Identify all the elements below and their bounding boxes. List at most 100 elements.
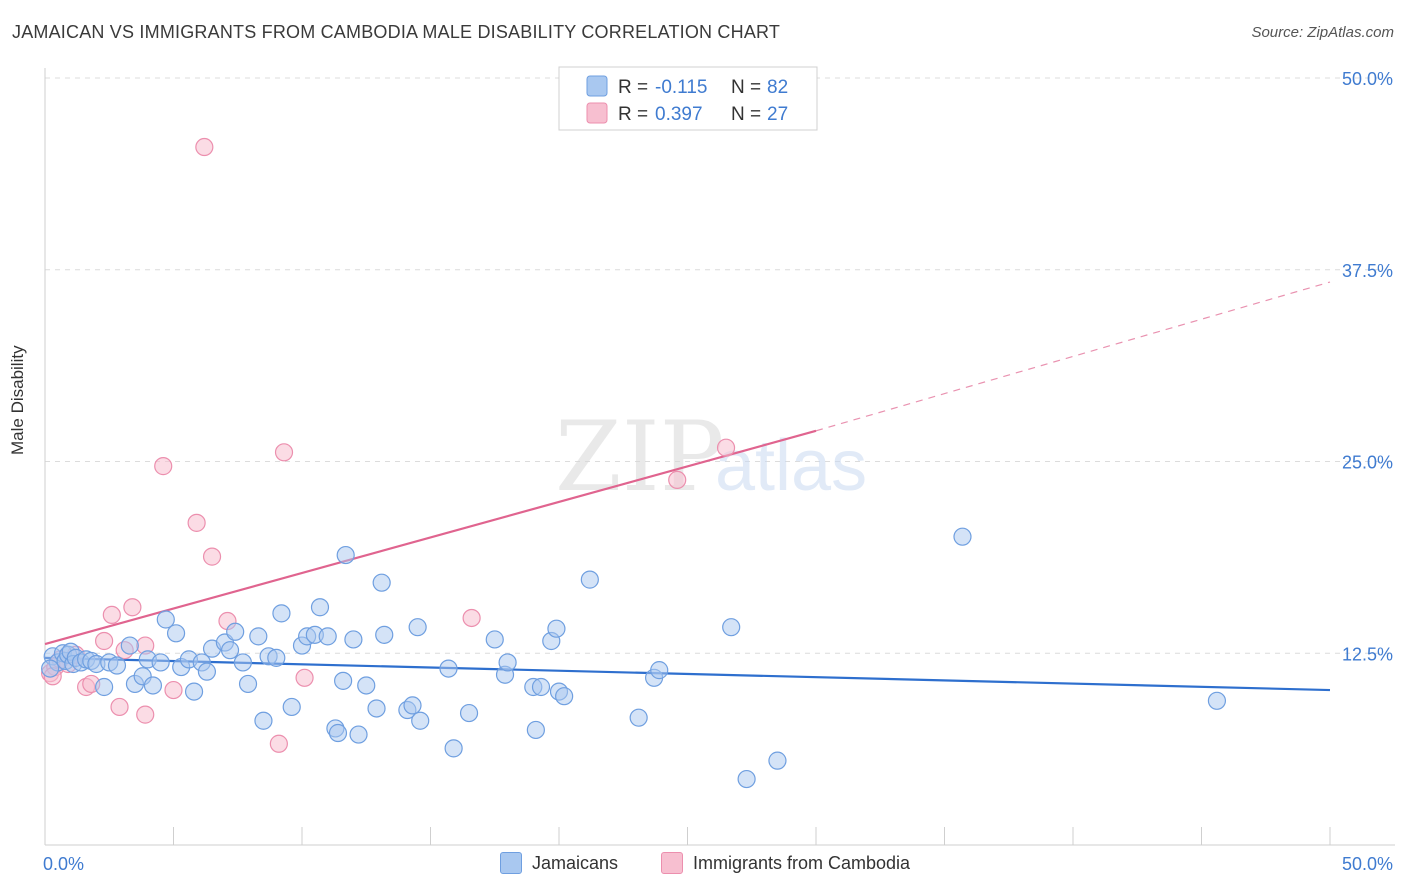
point-jamaican (318, 627, 337, 646)
point-jamaican (334, 671, 353, 690)
legend-label-jamaicans: Jamaicans (532, 852, 619, 873)
point-jamaican (459, 703, 479, 723)
point-jamaican (1207, 691, 1227, 710)
trend-lines (44, 281, 1331, 692)
point-cambodia (202, 547, 222, 566)
point-jamaican (107, 656, 127, 675)
point-jamaican (498, 653, 517, 672)
point-cambodia (110, 697, 129, 717)
point-jamaican (408, 618, 427, 637)
point-cambodia (154, 457, 173, 476)
point-jamaican (282, 697, 301, 717)
point-jamaican (547, 619, 566, 638)
y-tick-label-1: 25.0% (1342, 453, 1393, 473)
x-tick-label-0: 0.0% (43, 854, 84, 874)
point-jamaican (267, 648, 286, 667)
point-jamaican (238, 674, 258, 694)
legend-r-label-2: R = (618, 104, 648, 125)
point-jamaican (226, 622, 245, 641)
legend-n-value-1: 82 (767, 77, 788, 98)
legend-item-jamaicans: Jamaicans (500, 852, 618, 874)
point-jamaican (375, 625, 394, 644)
legend-n-label-2: N = (731, 104, 761, 125)
legend-swatch-jamaicans (586, 75, 608, 97)
point-cambodia (187, 513, 206, 532)
tick-labels: 12.5% 25.0% 37.5% 50.0% 0.0% 50.0% (43, 69, 1393, 874)
point-jamaican (143, 676, 163, 695)
y-tick-label-0: 12.5% (1342, 644, 1393, 664)
legend-swatch-cambodia (586, 102, 608, 124)
x-tick-label-1: 50.0% (1342, 854, 1393, 874)
point-jamaican (184, 682, 204, 701)
point-jamaican (444, 739, 463, 758)
point-jamaican (357, 676, 376, 695)
point-jamaican (233, 653, 252, 672)
point-jamaican (220, 641, 240, 660)
point-jamaican (156, 610, 175, 629)
legend-top: R = -0.115 N = 82 R = 0.397 N = 27 (558, 66, 818, 131)
trend-line-jamaicans (44, 656, 1331, 692)
point-jamaican (953, 527, 972, 546)
point-jamaican (344, 630, 363, 649)
point-jamaican (403, 696, 422, 715)
point-jamaican (650, 661, 669, 680)
source-label: Source: ZipAtlas.com (1251, 24, 1394, 41)
point-jamaican (629, 708, 648, 727)
legend-r-value-2: 0.397 (655, 104, 703, 125)
point-jamaican (120, 636, 139, 655)
point-jamaican (737, 769, 756, 789)
point-cambodia (716, 438, 736, 457)
point-cambodia (164, 680, 183, 700)
point-jamaican (151, 653, 170, 672)
point-jamaican (249, 627, 268, 646)
point-cambodia (462, 608, 481, 628)
legend-swatch-pink (661, 852, 683, 874)
point-jamaican (580, 570, 599, 589)
jamaican-points (41, 527, 1227, 789)
point-cambodia (95, 631, 114, 651)
point-jamaican (95, 677, 114, 697)
point-cambodia (102, 605, 121, 625)
chart-title: JAMAICAN VS IMMIGRANTS FROM CAMBODIA MAL… (12, 22, 781, 42)
legend-item-cambodia: Immigrants from Cambodia (661, 852, 910, 874)
y-tick-label-2: 37.5% (1342, 261, 1393, 281)
point-jamaican (367, 699, 386, 718)
point-jamaican (272, 604, 291, 623)
point-jamaican (439, 659, 458, 678)
point-jamaican (722, 618, 741, 637)
point-cambodia (269, 734, 288, 753)
point-jamaican (349, 725, 368, 744)
point-jamaican (254, 711, 273, 730)
point-jamaican (555, 687, 574, 706)
point-cambodia (123, 598, 142, 617)
watermark: ZIP atlas (555, 401, 867, 513)
legend-bottom: Jamaicans Immigrants from Cambodia (0, 852, 1406, 878)
point-jamaican (336, 545, 355, 565)
point-cambodia (274, 443, 294, 462)
legend-swatch-blue (500, 852, 522, 874)
legend-label-cambodia: Immigrants from Cambodia (693, 852, 911, 873)
point-cambodia (195, 137, 214, 157)
trend-line-cambodia-extrapolated (815, 281, 1331, 432)
legend-n-value-2: 27 (767, 104, 788, 125)
point-cambodia (668, 470, 687, 490)
point-jamaican (372, 573, 391, 592)
legend-r-label-1: R = (618, 77, 648, 98)
point-jamaican (526, 720, 545, 740)
point-jamaican (328, 723, 348, 743)
point-jamaican (41, 659, 60, 678)
point-jamaican (485, 630, 504, 649)
legend-r-value-1: -0.115 (655, 77, 707, 98)
grid-lines (45, 77, 1395, 654)
point-jamaican (768, 751, 787, 770)
legend-n-label-1: N = (731, 77, 761, 98)
point-jamaican (531, 677, 551, 697)
point-cambodia (136, 705, 155, 724)
point-jamaican (197, 662, 217, 681)
y-tick-label-3: 50.0% (1342, 69, 1393, 89)
point-jamaican (310, 598, 330, 617)
point-jamaican (411, 711, 430, 730)
watermark-atlas: atlas (715, 426, 867, 506)
point-jamaican (166, 624, 186, 643)
